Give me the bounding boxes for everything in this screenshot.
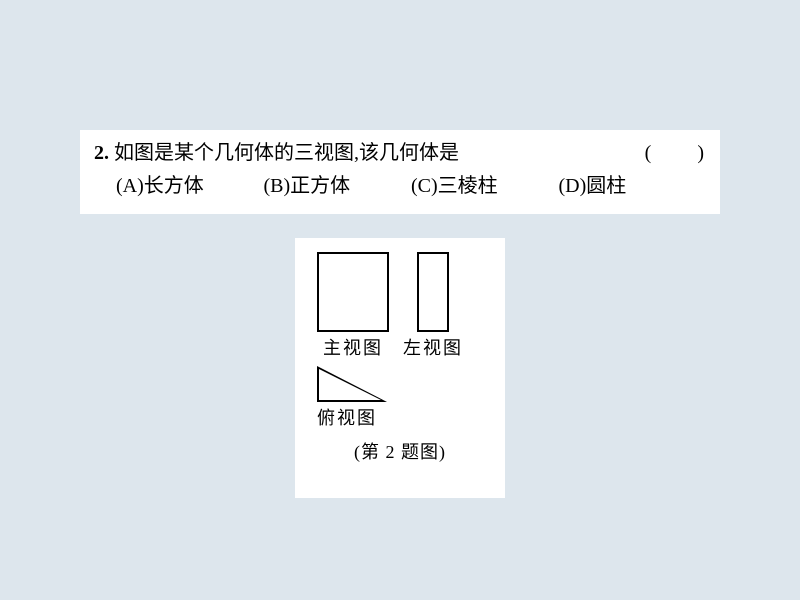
front-view-col: 主视图 — [317, 252, 389, 360]
question-stem: 2. 如图是某个几何体的三视图,该几何体是 — [94, 138, 459, 168]
side-view-shape — [417, 252, 449, 332]
question-text: 如图是某个几何体的三视图,该几何体是 — [114, 142, 459, 164]
top-view-label: 俯视图 — [317, 404, 505, 430]
figure-panel: 主视图 左视图 俯视图 (第 2 题图) — [295, 238, 505, 498]
options-row: (A)长方体 (B)正方体 (C)三棱柱 (D)圆柱 — [94, 168, 706, 202]
option-c: (C)三棱柱 — [411, 170, 559, 202]
question-number: 2. — [94, 142, 109, 164]
front-view-shape — [317, 252, 389, 332]
views-top-row: 主视图 左视图 — [295, 252, 505, 360]
option-a: (A)长方体 — [116, 170, 264, 202]
answer-blank: ( ) — [645, 138, 706, 168]
top-view-row: 俯视图 — [295, 366, 505, 430]
side-view-label: 左视图 — [403, 334, 463, 360]
front-view-label: 主视图 — [323, 334, 383, 360]
option-d: (D)圆柱 — [559, 170, 707, 202]
question-panel: 2. 如图是某个几何体的三视图,该几何体是 ( ) (A)长方体 (B)正方体 … — [80, 130, 720, 214]
option-b: (B)正方体 — [264, 170, 412, 202]
question-line: 2. 如图是某个几何体的三视图,该几何体是 ( ) — [94, 138, 706, 168]
side-view-col: 左视图 — [403, 252, 463, 360]
figure-caption: (第 2 题图) — [295, 438, 505, 464]
top-view-shape — [317, 366, 387, 402]
